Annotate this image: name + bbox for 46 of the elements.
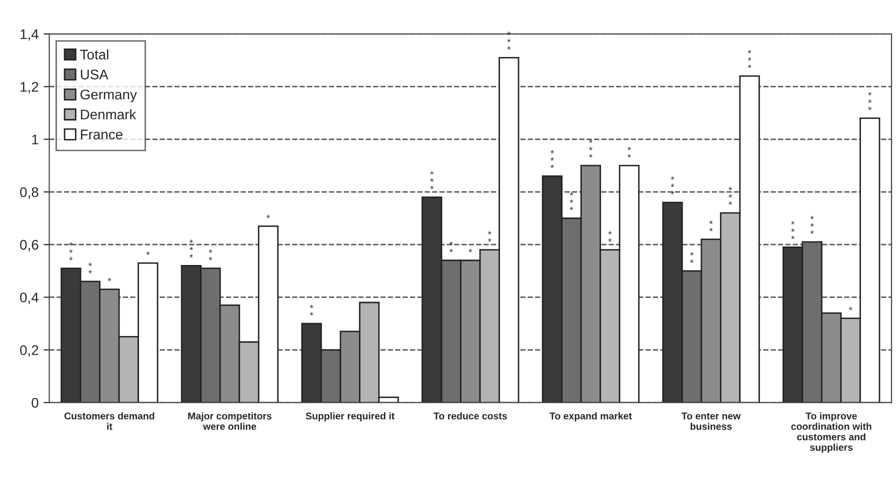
data-label: ** [709,220,713,232]
data-label: *** [190,240,193,258]
data-label: * [108,278,112,282]
data-label: *** [748,50,752,68]
data-label: *** [430,171,434,190]
y-tick-label: 0 [32,398,38,408]
data-label: ** [310,304,314,316]
data-label: ** [627,146,631,158]
y-tick-label: 1,4 [20,29,38,41]
data-label: *** [69,242,73,260]
x-tick-label: Major competitors were online [188,412,272,430]
x-tick-label: Customers demand it [64,412,154,430]
y-tick-label: 0,2 [20,345,38,357]
data-label: ** [88,262,92,274]
data-label: ** [608,231,612,242]
data-label: * [468,248,472,252]
data-label: *** [570,192,574,210]
data-label: ** [690,252,694,263]
data-label: * [848,306,852,310]
legend-label: Germany [80,90,137,102]
x-tick-label: To expand market [550,412,632,422]
data-label: *** [791,221,795,240]
data-label: *** [810,216,814,234]
data-label: ** [208,249,212,260]
legend-label: Denmark [80,109,136,120]
data-label: *** [868,92,872,110]
legend-label: Total [80,49,108,60]
y-tick-label: 0,4 [20,292,38,304]
x-tick-label: To improve coordination with customers and suppliers [791,412,872,453]
data-label: ** [488,231,492,242]
data-label: *** [507,32,511,50]
data-label: * [266,214,270,218]
data-label: * [146,252,150,255]
data-label: *** [550,150,554,168]
data-label: *** [728,186,732,205]
legend-label: USA [80,70,108,80]
x-tick-label: Supplier required it [306,412,395,422]
legend-label: France [80,130,122,140]
data-label: *** [670,176,674,194]
y-tick-label: 0,8 [20,187,38,199]
x-tick-label: To enter new business [682,412,741,430]
x-tick-label: To reduce costs [434,412,507,420]
data-label: *** [588,140,592,158]
y-tick-label: 1,2 [20,82,38,94]
y-tick-label: 1 [32,134,38,144]
y-tick-label: 0,6 [20,240,38,252]
